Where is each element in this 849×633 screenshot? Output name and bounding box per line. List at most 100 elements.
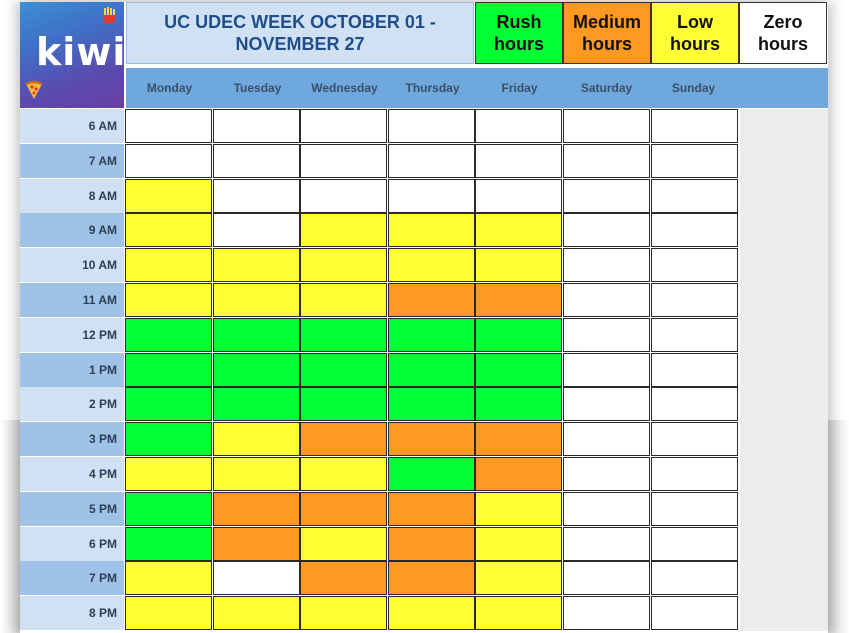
time-label: 8 PM — [20, 596, 124, 630]
schedule-cell — [300, 283, 387, 317]
schedule-cell — [475, 248, 562, 282]
schedule-cell — [300, 179, 387, 213]
schedule-cell — [563, 213, 650, 247]
schedule-cell — [125, 353, 212, 387]
schedule-cell — [475, 109, 562, 143]
schedule-cell — [125, 422, 212, 456]
schedule-cell — [300, 213, 387, 247]
day-header-saturday: Saturday — [580, 81, 633, 95]
schedule-cell — [388, 596, 475, 630]
schedule-cell — [125, 248, 212, 282]
schedule-cell — [300, 109, 387, 143]
day-header-sunday: Sunday — [671, 81, 716, 95]
schedule-cell — [125, 109, 212, 143]
schedule-cell — [125, 492, 212, 526]
schedule-cell — [563, 353, 650, 387]
schedule-cell — [563, 457, 650, 491]
brand-name: kiwi — [36, 30, 124, 74]
right-margin-strip — [740, 109, 828, 631]
schedule-cell — [300, 144, 387, 178]
time-label: 1 PM — [20, 353, 124, 387]
schedule-cell — [213, 422, 300, 456]
schedule-cell — [388, 318, 475, 352]
schedule-cell — [388, 457, 475, 491]
schedule-cell — [388, 527, 475, 561]
schedule-cell — [300, 318, 387, 352]
schedule-cell — [563, 492, 650, 526]
legend-rush: Rush hours — [475, 2, 563, 64]
fries-icon — [103, 7, 116, 23]
schedule-cell — [651, 179, 738, 213]
schedule-cell — [213, 283, 300, 317]
schedule-cell — [651, 596, 738, 630]
time-label: 5 PM — [20, 492, 124, 526]
schedule-cell — [475, 283, 562, 317]
schedule-cell — [388, 144, 475, 178]
time-label: 4 PM — [20, 457, 124, 491]
schedule-cell — [563, 561, 650, 595]
schedule-cell — [475, 213, 562, 247]
schedule-cell — [388, 492, 475, 526]
schedule-cell — [213, 457, 300, 491]
schedule-cell — [563, 596, 650, 630]
time-label: 11 AM — [20, 283, 124, 317]
page-shadow-left — [0, 420, 20, 633]
schedule-cell — [213, 144, 300, 178]
day-header-monday: Monday — [146, 81, 193, 95]
schedule-cell — [651, 527, 738, 561]
schedule-cell — [475, 492, 562, 526]
schedule-cell — [300, 561, 387, 595]
kiwi-logo: kiwi — [20, 2, 124, 108]
schedule-cell — [563, 283, 650, 317]
schedule-cell — [475, 596, 562, 630]
schedule-cell — [475, 527, 562, 561]
schedule-cell — [388, 248, 475, 282]
schedule-cell — [563, 248, 650, 282]
schedule-cell — [563, 527, 650, 561]
schedule-cell — [213, 179, 300, 213]
schedule-cell — [125, 387, 212, 421]
legend-medium: Medium hours — [563, 2, 651, 64]
schedule-cell — [651, 144, 738, 178]
schedule-cell — [125, 527, 212, 561]
schedule-cell — [563, 144, 650, 178]
schedule-cell — [213, 213, 300, 247]
schedule-cell — [475, 179, 562, 213]
pizza-icon — [25, 80, 43, 99]
schedule-cell — [300, 596, 387, 630]
page-shadow-right — [828, 420, 849, 633]
time-label: 8 AM — [20, 179, 124, 213]
schedule-cell — [388, 353, 475, 387]
time-label: 2 PM — [20, 387, 124, 421]
schedule-cell — [300, 387, 387, 421]
schedule-cell — [300, 422, 387, 456]
schedule-cell — [651, 283, 738, 317]
schedule-cell — [563, 422, 650, 456]
schedule-cell — [300, 353, 387, 387]
schedule-cell — [563, 109, 650, 143]
schedule-cell — [388, 561, 475, 595]
day-header-tuesday: Tuesday — [233, 81, 282, 95]
schedule-cell — [388, 283, 475, 317]
day-header-thursday: Thursday — [405, 81, 460, 95]
time-label: 6 PM — [20, 527, 124, 561]
schedule-cell — [563, 387, 650, 421]
time-label: 12 PM — [20, 318, 124, 352]
schedule-cell — [651, 457, 738, 491]
schedule-cell — [475, 422, 562, 456]
schedule-cell — [651, 422, 738, 456]
schedule-cell — [125, 318, 212, 352]
time-label: 7 PM — [20, 561, 124, 595]
schedule-cell — [651, 353, 738, 387]
schedule-cell — [475, 353, 562, 387]
schedule-cell — [213, 561, 300, 595]
page-title: UC UDEC WEEK OCTOBER 01 - NOVEMBER 27 — [126, 2, 474, 64]
schedule-cell — [651, 213, 738, 247]
schedule-cell — [213, 596, 300, 630]
day-header-wednesday: Wednesday — [311, 81, 378, 95]
schedule-cell — [651, 318, 738, 352]
schedule-cell — [213, 492, 300, 526]
schedule-cell — [213, 353, 300, 387]
schedule-cell — [213, 387, 300, 421]
schedule-cell — [475, 318, 562, 352]
